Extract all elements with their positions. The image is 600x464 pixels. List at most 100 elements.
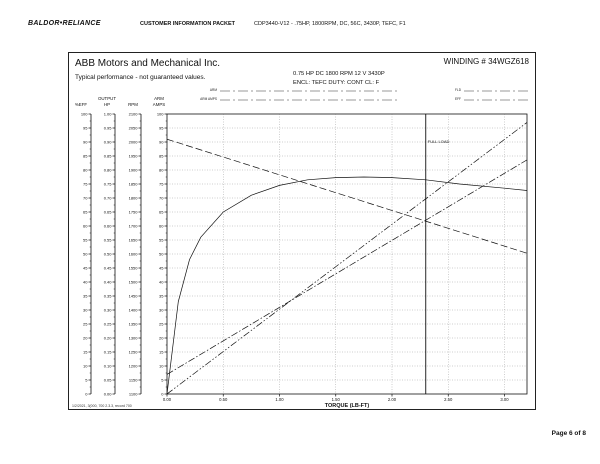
scale-label-eff: 45 xyxy=(83,265,88,270)
series-line-1 xyxy=(167,176,527,394)
x-tick-label: 1.50 xyxy=(332,397,341,402)
scale-label-hp: 0.55 xyxy=(104,237,113,242)
scale-label-amps: 60 xyxy=(159,223,164,228)
scale-label-eff: 25 xyxy=(83,321,88,326)
scale-label-amps: 50 xyxy=(159,251,164,256)
scale-label-eff: 75 xyxy=(83,181,88,186)
scale-label-amps: 45 xyxy=(159,265,164,270)
scale-label-rpm: 1500 xyxy=(129,279,139,284)
scale-label-eff: 85 xyxy=(83,153,88,158)
x-tick-label: 0.50 xyxy=(219,397,228,402)
scale-label-amps: 20 xyxy=(159,335,164,340)
scale-label-eff: 35 xyxy=(83,293,88,298)
scale-label-rpm: 1850 xyxy=(129,181,139,186)
scale-label-eff: 10 xyxy=(83,363,88,368)
scale-label-amps: 95 xyxy=(159,125,164,130)
scale-label-amps: 75 xyxy=(159,181,164,186)
packet-title: CUSTOMER INFORMATION PACKET xyxy=(140,21,236,27)
scale-label-amps: 90 xyxy=(159,139,164,144)
scale-label-hp: 1.00 xyxy=(104,111,113,116)
scale-label-eff: 65 xyxy=(83,209,88,214)
scale-label-rpm: 1900 xyxy=(129,167,139,172)
x-tick-label: 0.00 xyxy=(163,397,172,402)
scale-label-rpm: 1100 xyxy=(129,391,138,396)
scale-label-hp: 0.90 xyxy=(104,139,113,144)
scale-label-eff: 40 xyxy=(83,279,88,284)
scale-label-rpm: 1750 xyxy=(129,209,139,214)
scale-label-amps: 100 xyxy=(157,111,164,116)
series-line-3 xyxy=(167,159,527,375)
rating-line-2: ENCL: TEFC DUTY: CONT CL: F xyxy=(293,80,380,86)
scale-label-rpm: 1700 xyxy=(129,223,139,228)
scale-label-hp: 0.10 xyxy=(104,363,113,368)
scale-label-eff: 0 xyxy=(85,391,88,396)
scale-label-rpm: 1450 xyxy=(129,293,139,298)
scale-label-rpm: 1950 xyxy=(129,153,139,158)
scale-label-eff: 30 xyxy=(83,307,88,312)
scale-label-rpm: 1250 xyxy=(129,349,139,354)
scale-label-hp: 0.65 xyxy=(104,209,113,214)
scale-label-hp: 0.85 xyxy=(104,153,113,158)
scale-label-amps: 70 xyxy=(159,195,164,200)
scale-label-rpm: 1200 xyxy=(129,363,139,368)
scale-label-hp: 0.35 xyxy=(104,293,113,298)
scale-label-hp: 0.60 xyxy=(104,223,113,228)
product-spec: CDP3440-V12 - .75HP, 1800RPM, DC, 56C, 3… xyxy=(254,21,406,27)
axis-header-bottom: AMPS xyxy=(153,102,166,107)
scale-label-amps: 15 xyxy=(159,349,164,354)
scale-label-amps: 25 xyxy=(159,321,164,326)
scale-label-amps: 30 xyxy=(159,307,164,312)
scale-label-hp: 0.75 xyxy=(104,181,113,186)
scale-label-rpm: 1400 xyxy=(129,307,139,312)
scale-label-hp: 0.00 xyxy=(104,391,113,396)
scale-label-eff: 20 xyxy=(83,335,88,340)
field-label: EFF xyxy=(455,97,461,101)
company-name: ABB Motors and Mechanical Inc. xyxy=(75,58,220,69)
scale-label-amps: 65 xyxy=(159,209,164,214)
series-line-4 xyxy=(167,122,527,394)
scale-label-hp: 0.80 xyxy=(104,167,113,172)
scale-label-hp: 0.20 xyxy=(104,335,113,340)
scale-label-amps: 85 xyxy=(159,153,164,158)
x-tick-label: 2.00 xyxy=(388,397,397,402)
scale-label-eff: 5 xyxy=(85,377,88,382)
scale-label-hp: 0.25 xyxy=(104,321,113,326)
scale-label-eff: 80 xyxy=(83,167,88,172)
chart-grid xyxy=(166,113,528,395)
scale-label-rpm: 2100 xyxy=(129,111,139,116)
winding-number: WINDING # 34WGZ618 xyxy=(444,57,530,66)
scale-label-rpm: 1300 xyxy=(129,335,139,340)
scale-label-amps: 80 xyxy=(159,167,164,172)
scale-label-hp: 0.70 xyxy=(104,195,113,200)
axis-header-bottom: %EFF xyxy=(75,102,88,107)
performance-chart: ABB Motors and Mechanical Inc. WINDING #… xyxy=(72,57,530,409)
disclaimer: Typical performance - not guaranteed val… xyxy=(75,74,206,81)
full-load-label: FULL LOAD xyxy=(428,139,450,144)
scale-label-eff: 95 xyxy=(83,125,88,130)
scale-label-eff: 50 xyxy=(83,251,88,256)
axis-header-bottom: HP xyxy=(104,102,110,107)
scale-label-amps: 55 xyxy=(159,237,164,242)
rating-line-1: 0.75 HP DC 1800 RPM 12 V 3430P xyxy=(293,71,385,77)
scale-label-amps: 40 xyxy=(159,279,164,284)
scale-label-rpm: 1600 xyxy=(129,251,139,256)
scale-label-amps: 35 xyxy=(159,293,164,298)
scale-label-rpm: 1350 xyxy=(129,321,139,326)
scale-label-hp: 0.40 xyxy=(104,279,113,284)
scale-label-eff: 100 xyxy=(81,111,88,116)
scale-label-eff: 55 xyxy=(83,237,88,242)
scale-label-rpm: 1800 xyxy=(129,195,139,200)
x-tick-label: 2.50 xyxy=(444,397,453,402)
footer-note: 1/2/2021, 3(000, 700 2.3.3, record 700 xyxy=(72,404,132,408)
chart-curves xyxy=(167,122,527,394)
scale-label-eff: 70 xyxy=(83,195,88,200)
series-line-2 xyxy=(167,138,527,254)
scale-label-eff: 15 xyxy=(83,349,88,354)
scale-label-eff: 90 xyxy=(83,139,88,144)
scale-label-amps: 0 xyxy=(161,391,164,396)
scale-label-hp: 0.95 xyxy=(104,125,113,130)
scale-label-eff: 60 xyxy=(83,223,88,228)
scale-label-hp: 0.05 xyxy=(104,377,113,382)
axis-header-top: ARM xyxy=(154,96,164,101)
